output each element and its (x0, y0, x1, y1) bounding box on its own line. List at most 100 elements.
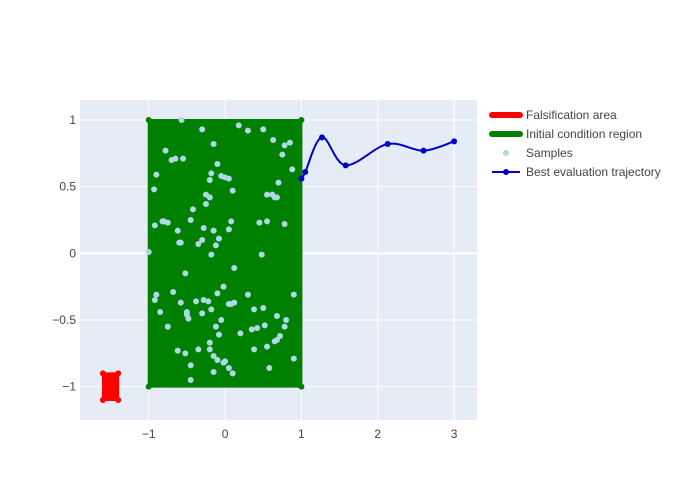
legend-label: Best evaluation trajectory (526, 165, 661, 179)
legend[interactable]: Falsification area Initial condition regi… (489, 108, 661, 179)
sample-point (157, 309, 164, 315)
sample-point (153, 291, 160, 298)
sample-point (206, 339, 213, 346)
sample-point (195, 346, 202, 353)
trajectory-point (420, 147, 427, 154)
sample-point (225, 301, 232, 307)
sample-point (170, 289, 177, 295)
trajectory-point (298, 175, 305, 182)
y-tick-label: −0.5 (52, 313, 76, 327)
sample-point (251, 346, 258, 353)
samples (145, 117, 297, 383)
legend-swatch (503, 150, 509, 156)
sample-point (222, 358, 229, 365)
legend-swatch-marker (489, 112, 495, 118)
sample-point (208, 251, 215, 258)
sample-point (182, 350, 189, 357)
legend-swatch-marker (517, 112, 523, 118)
sample-point (237, 330, 244, 337)
sample-point (264, 218, 271, 225)
sample-point (273, 313, 280, 319)
sample-point (185, 315, 192, 322)
falsification-area-fill (101, 372, 120, 401)
y-tick-label: 1 (69, 113, 76, 127)
sample-point (208, 306, 215, 313)
legend-swatch-marker (489, 131, 495, 137)
sample-point (248, 326, 255, 333)
sample-point (187, 217, 194, 223)
falsification-area-vertex (115, 370, 122, 377)
sample-point (229, 187, 236, 194)
sample-point (199, 310, 206, 317)
x-axis-ticks: −1 0 1 2 3 (142, 427, 458, 441)
y-tick-label: −1 (62, 380, 76, 394)
sample-point (225, 365, 232, 371)
sample-point (273, 194, 280, 201)
sample-point (172, 155, 179, 162)
legend-item[interactable]: Falsification area (489, 108, 617, 122)
sample-point (258, 251, 265, 258)
legend-item[interactable]: Best evaluation trajectory (492, 165, 661, 179)
sample-point (251, 306, 258, 313)
sample-point (244, 291, 251, 298)
sample-point (261, 322, 268, 329)
sample-point (225, 226, 232, 233)
legend-label: Initial condition region (526, 127, 642, 141)
sample-point (290, 355, 297, 362)
sample-point (281, 142, 288, 149)
initial-condition-region-vertex (145, 383, 152, 390)
sample-point (235, 122, 242, 129)
sample-point (214, 161, 221, 167)
sample-point (151, 186, 158, 193)
legend-label: Samples (526, 146, 573, 160)
x-tick-label: 1 (298, 427, 305, 441)
sample-point (215, 235, 222, 242)
sample-point (270, 137, 277, 143)
trajectory (298, 134, 458, 182)
sample-point (177, 299, 184, 306)
trajectory-point (451, 138, 458, 145)
legend-item[interactable]: Initial condition region (489, 127, 642, 141)
trajectory-point (342, 162, 349, 169)
sample-point (153, 171, 160, 178)
sample-point (151, 297, 158, 303)
falsification-area-vertex (99, 370, 106, 377)
sample-point (193, 298, 200, 305)
sample-point (189, 206, 196, 213)
sample-point (210, 141, 217, 147)
sample-point (200, 225, 207, 231)
legend-label: Falsification area (526, 108, 617, 122)
sample-point (145, 249, 152, 255)
x-tick-label: 0 (222, 427, 229, 441)
trajectory-point (384, 141, 391, 147)
sample-point (182, 270, 189, 277)
sample-point (231, 265, 238, 271)
sample-point (286, 139, 293, 146)
sample-point (151, 222, 158, 229)
x-tick-label: 2 (374, 427, 381, 441)
trajectory-point (302, 169, 309, 175)
sample-point (229, 370, 236, 377)
sample-point (177, 239, 184, 246)
initial-condition-region-vertex (145, 117, 152, 123)
sample-point (210, 369, 217, 375)
sample-point (187, 377, 194, 383)
trajectory-point (319, 134, 326, 141)
legend-swatch-marker (503, 169, 509, 175)
sample-point (210, 353, 217, 359)
sample-point (200, 297, 207, 303)
sample-point (273, 337, 280, 343)
sample-point (264, 191, 271, 198)
sample-point (195, 241, 202, 247)
sample-point (183, 309, 190, 315)
legend-item[interactable]: Samples (503, 146, 573, 160)
sample-point (279, 151, 286, 158)
sample-point (206, 346, 213, 353)
sample-point (174, 347, 181, 354)
sample-point (206, 177, 213, 183)
sample-point (212, 323, 219, 330)
falsification-area-vertex (115, 397, 122, 403)
sample-point (260, 126, 267, 133)
sample-point (162, 147, 169, 154)
